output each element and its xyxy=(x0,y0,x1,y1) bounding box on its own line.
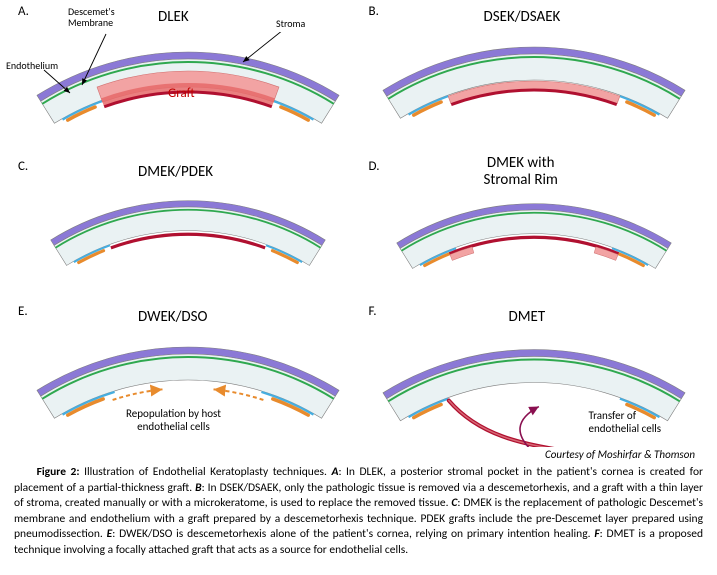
panel-f: F. DMET Transfer ofendothelial cells xyxy=(359,302,710,452)
subcaption-e: Repopulation by hostendothelial cells xyxy=(126,407,221,433)
callout-descemet: Descemet'sMembrane xyxy=(68,6,115,28)
callout-endothelium: Endothelium xyxy=(6,60,58,71)
panel-letter-a: A. xyxy=(18,4,29,19)
panel-title-e: DWEK/DSO xyxy=(138,308,207,326)
panel-a: A. DLEK Descemet'sMembrane Stroma Endoth… xyxy=(8,2,359,157)
caption-lead: Figure 2: xyxy=(37,465,80,479)
panel-letter-b: B. xyxy=(369,4,379,19)
panel-letter-e: E. xyxy=(18,304,28,319)
figure-caption: Figure 2: Illustration of Endothelial Ke… xyxy=(14,465,703,558)
panel-letter-c: C. xyxy=(18,159,28,174)
caption-e: : DWEK/DSO is descemetorhexis alone of t… xyxy=(112,527,594,541)
callout-stroma: Stroma xyxy=(276,18,305,29)
cornea-diagram-d xyxy=(374,190,694,290)
panel-title-f: DMET xyxy=(509,308,546,326)
caption-body: Illustration of Endothelial Keratoplasty… xyxy=(80,465,332,479)
cornea-diagram-b xyxy=(374,32,694,142)
panel-letter-f: F. xyxy=(369,304,377,319)
panel-grid: A. DLEK Descemet'sMembrane Stroma Endoth… xyxy=(0,0,717,452)
panel-e: E. DWEK/DSO Repopulation by hostendothel… xyxy=(8,302,359,452)
credit-line: Courtesy of Moshirfar & Thomson xyxy=(545,448,695,461)
panel-title-a: DLEK xyxy=(158,8,189,26)
panel-title-c: DMEK/PDEK xyxy=(138,163,213,181)
panel-title-d: DMEK withStromal Rim xyxy=(484,155,558,188)
panel-letter-d: D. xyxy=(369,159,380,174)
subcaption-f: Transfer ofendothelial cells xyxy=(589,409,662,435)
panel-b: B. DSEK/DSAEK xyxy=(359,2,710,157)
panel-d: D. DMEK withStromal Rim xyxy=(359,157,710,302)
panel-c: C. DMEK/PDEK xyxy=(8,157,359,302)
cornea-diagram-c xyxy=(28,187,348,287)
graft-label: Graft xyxy=(168,86,195,101)
panel-title-b: DSEK/DSAEK xyxy=(484,8,561,26)
